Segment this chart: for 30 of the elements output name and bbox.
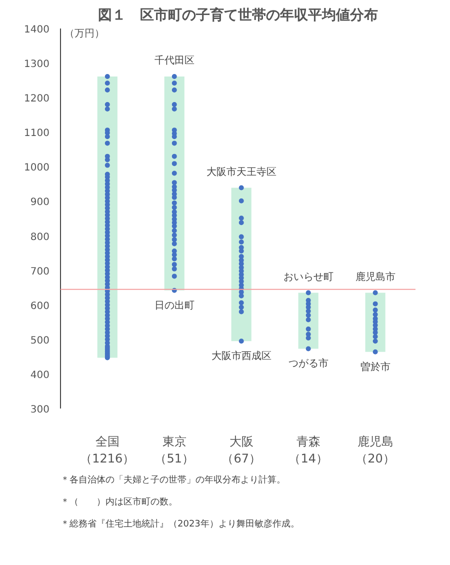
y-tick-label: 600 xyxy=(30,300,50,312)
annotation: 大阪市西成区 xyxy=(211,350,272,362)
y-tick-label: 700 xyxy=(30,266,50,278)
y-tick-label: 300 xyxy=(30,404,50,416)
annotation: 千代田区 xyxy=(154,54,194,67)
annotation: 日の出町 xyxy=(154,299,194,312)
y-tick-label: 1000 xyxy=(24,162,50,174)
y-tick-label: 1200 xyxy=(24,94,50,105)
y-tick-label: 1300 xyxy=(24,59,50,70)
text: ＊各自治体の「夫婦と子の世帯」の年収分布より計算。 xyxy=(60,474,286,486)
x-tick-label: 東京（51） xyxy=(154,434,194,466)
text: ＊（ ）内は区市町の数。 xyxy=(60,496,178,508)
x-tick-label: 全国（1216） xyxy=(80,434,135,466)
y-tick-label: 1400 xyxy=(24,24,50,36)
x-tick-label: 大阪（67） xyxy=(222,434,261,466)
y-tick-label: 500 xyxy=(30,335,50,346)
y-tick-label: 900 xyxy=(30,197,50,208)
annotation: 曽於市 xyxy=(360,360,390,373)
text: ＊総務省『住宅土地統計』（2023年）より舞田敏彦作成。 xyxy=(60,518,300,530)
annotation: おいらせ町 xyxy=(283,272,334,283)
x-tick-label: 青森（14） xyxy=(288,434,328,466)
y-tick-label: 400 xyxy=(30,370,50,381)
chart-title: 図１ 区市町の子育て世帯の年収平均値分布 xyxy=(98,6,378,24)
x-tick-label: 鹿児島（20） xyxy=(356,434,395,466)
y-tick-label: 1100 xyxy=(24,128,50,140)
annotation: 大阪市天王寺区 xyxy=(206,166,276,178)
y-axis-title: （万円） xyxy=(64,28,104,40)
y-tick-label: 800 xyxy=(30,232,50,243)
annotation: つがる市 xyxy=(288,358,328,370)
annotation: 鹿児島市 xyxy=(355,270,396,283)
